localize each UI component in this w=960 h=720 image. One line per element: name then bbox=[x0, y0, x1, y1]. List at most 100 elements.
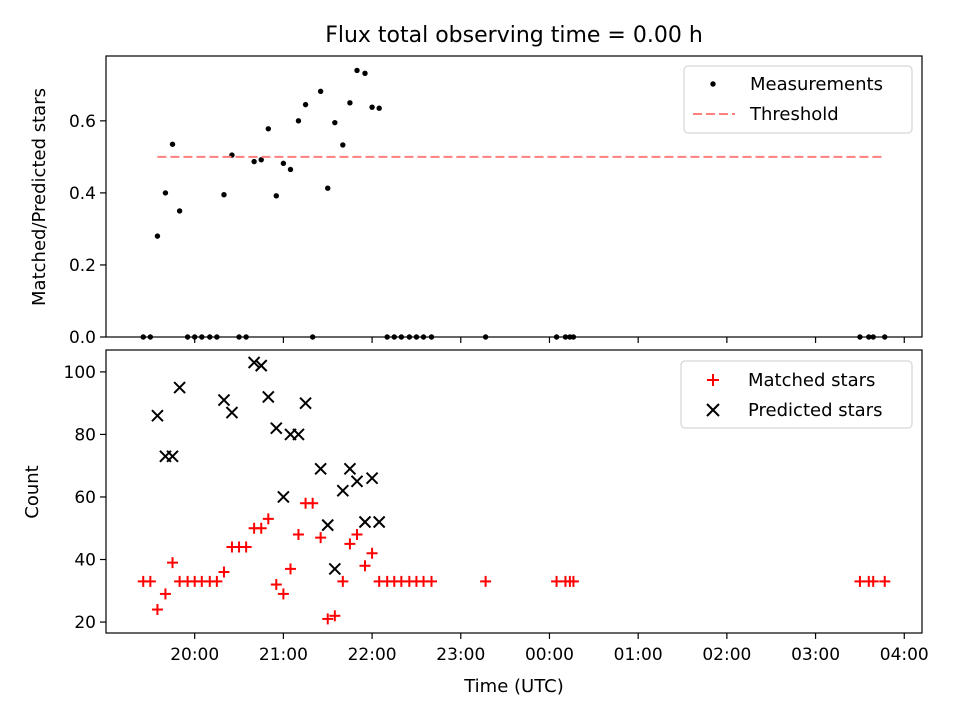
predicted-star-point bbox=[292, 428, 305, 441]
bottom-panel-legend: Matched stars Predicted stars bbox=[680, 360, 913, 429]
predicted-star-point bbox=[173, 381, 186, 394]
matched-star-point bbox=[344, 538, 356, 550]
matched-star-point bbox=[262, 513, 274, 525]
predicted-star-point bbox=[166, 450, 179, 463]
legend-measurements-label: Measurements bbox=[750, 74, 883, 95]
x-tick-label: 01:00 bbox=[614, 645, 663, 665]
x-tick-label: 00:00 bbox=[525, 645, 574, 665]
bottom-y-tick-label: 60 bbox=[74, 488, 96, 508]
x-tick-label: 04:00 bbox=[880, 645, 929, 665]
matched-star-point bbox=[351, 528, 363, 540]
bottom-panel-frame bbox=[105, 349, 923, 634]
bottom-panel-x-ticks: 20:00 21:00 22:00 23:00 00:00 01:00 02:00 03:00… bbox=[170, 633, 929, 665]
matched-star-point bbox=[322, 613, 334, 625]
measurement-point bbox=[258, 157, 264, 163]
x-tick-label: 22:00 bbox=[348, 645, 397, 665]
matched-star-point bbox=[337, 575, 349, 587]
predicted-star-point bbox=[358, 515, 372, 529]
matched-star-point bbox=[426, 575, 438, 587]
matched-star-point bbox=[359, 560, 371, 572]
x-tick-label: 20:00 bbox=[170, 645, 219, 665]
matched-star-point bbox=[867, 575, 879, 587]
bottom-panel: 20 40 60 80 100 20:00 21:00 22:00 23:00 00:00 01:… bbox=[22, 349, 929, 697]
measurement-point bbox=[273, 193, 279, 199]
measurement-point bbox=[354, 67, 360, 74]
legend-predicted-marker bbox=[706, 403, 720, 417]
matched-star-point bbox=[292, 528, 304, 540]
legend-predicted-label: Predicted stars bbox=[748, 400, 882, 421]
x-tick-label: 03:00 bbox=[791, 645, 840, 665]
measurement-point bbox=[317, 88, 324, 95]
x-tick-label: 23:00 bbox=[436, 645, 485, 665]
predicted-star-point bbox=[217, 393, 231, 407]
x-tick-label: 21:00 bbox=[259, 645, 308, 665]
measurement-point bbox=[340, 142, 346, 148]
figure-title: Flux total observing time = 0.00 h bbox=[325, 23, 703, 48]
bottom-panel-y-axis-label: Count bbox=[22, 465, 43, 518]
top-legend-box bbox=[683, 65, 913, 134]
top-panel-y-axis-label: Matched/Predicted stars bbox=[29, 88, 50, 306]
measurement-point bbox=[280, 160, 287, 167]
measurement-point bbox=[295, 118, 302, 124]
top-y-tick-label: 0.6 bbox=[69, 112, 96, 132]
bottom-y-tick-label: 40 bbox=[74, 551, 96, 571]
measurement-point bbox=[302, 101, 309, 108]
matched-star-point bbox=[151, 604, 163, 616]
predicted-star-point bbox=[336, 484, 350, 497]
predicted-star-point bbox=[350, 475, 364, 488]
matched-star-point bbox=[315, 532, 327, 544]
top-y-tick-label: 0.2 bbox=[69, 256, 96, 276]
predicted-star-point bbox=[372, 515, 386, 529]
matched-star-point bbox=[307, 497, 319, 509]
measurement-point bbox=[162, 190, 169, 196]
matched-star-point bbox=[284, 563, 296, 575]
predicted-star-point bbox=[299, 396, 312, 410]
top-y-tick-label: 0.4 bbox=[69, 184, 96, 204]
measurement-point bbox=[169, 141, 176, 147]
top-panel-legend: Measurements Threshold bbox=[683, 65, 913, 134]
bottom-legend-box bbox=[680, 360, 913, 429]
predicted-star-point bbox=[262, 390, 275, 404]
matched-star-point bbox=[329, 610, 341, 622]
measurement-point bbox=[347, 100, 353, 106]
x-tick-label: 02:00 bbox=[702, 645, 751, 665]
matched-star-point bbox=[480, 575, 492, 587]
measurement-point bbox=[369, 104, 375, 110]
matched-star-point bbox=[255, 522, 267, 534]
matched-star-point bbox=[879, 575, 891, 587]
measurement-point bbox=[325, 185, 331, 191]
top-panel-marks bbox=[140, 67, 888, 340]
bottom-y-tick-label: 100 bbox=[64, 363, 96, 383]
legend-threshold-label: Threshold bbox=[749, 104, 839, 125]
top-panel-y-ticks: 0.0 0.2 0.4 0.6 bbox=[69, 112, 106, 348]
matched-star-point bbox=[270, 579, 282, 591]
measurement-point bbox=[176, 208, 183, 214]
measurement-point bbox=[362, 70, 368, 76]
measurement-point bbox=[265, 126, 272, 132]
measurement-point bbox=[154, 233, 161, 239]
predicted-star-point bbox=[277, 490, 290, 504]
matched-star-point bbox=[240, 541, 252, 553]
predicted-star-point bbox=[255, 359, 268, 372]
matched-star-point bbox=[218, 566, 230, 578]
top-y-tick-label: 0.0 bbox=[69, 328, 96, 348]
matched-star-point bbox=[167, 557, 179, 569]
matched-star-point bbox=[277, 588, 289, 600]
predicted-star-point bbox=[151, 409, 164, 422]
predicted-star-point bbox=[225, 406, 239, 419]
x-axis-label: Time (UTC) bbox=[463, 676, 564, 697]
predicted-star-point bbox=[365, 472, 379, 485]
legend-matched-label: Matched stars bbox=[748, 370, 875, 391]
measurement-point bbox=[332, 119, 338, 126]
predicted-star-point bbox=[247, 356, 261, 369]
predicted-star-point bbox=[314, 462, 327, 476]
matched-star-point bbox=[366, 547, 378, 559]
legend-matched-marker bbox=[707, 374, 719, 386]
matched-star-point bbox=[144, 575, 156, 587]
predicted-star-point bbox=[270, 421, 283, 435]
predicted-star-point bbox=[321, 518, 334, 532]
measurement-point bbox=[251, 158, 257, 165]
matched-star-point bbox=[159, 588, 171, 600]
measurement-point bbox=[287, 166, 294, 173]
